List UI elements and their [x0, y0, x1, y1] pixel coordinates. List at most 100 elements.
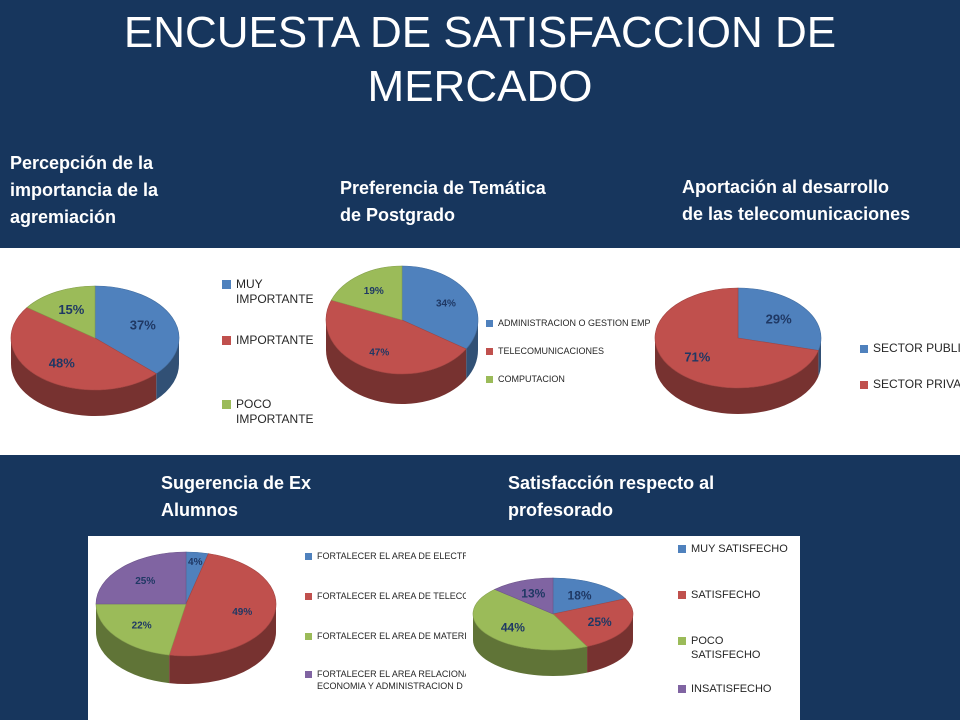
chart-4-label-line-1: Sugerencia de Ex [161, 473, 312, 493]
chart-importancia-agremiacion: 37%48%15%MUYIMPORTANTEIMPORTANTEPOCOIMPO… [10, 277, 314, 426]
pie-slice-1-3 [26, 285, 96, 339]
legend-label-5-1-1: MUY SATISFECHO [691, 543, 788, 555]
legend-label-5-2-1: SATISFECHO [691, 589, 761, 601]
pie-data-label-4-3: 22% [132, 621, 152, 632]
chart-4-label-line-2: Alumnos [161, 500, 239, 520]
chart-aportacion-telecom: 29% 71% SECTOR PUBLICO SECTOR PRIVADO [654, 287, 960, 414]
pie-data-label-1-2: 48% [49, 355, 75, 370]
legend-swatch-5-3 [678, 637, 686, 645]
pie-side-5-2 [587, 614, 633, 673]
legend-swatch-3-1 [860, 345, 868, 353]
pie-slice-2-1 [401, 265, 479, 350]
legend-label-1-1-1: MUY [236, 277, 263, 291]
pie-side-3-2 [655, 338, 819, 414]
pie-side-2-2 [326, 320, 467, 404]
legend-label-2-3-1: COMPUTACION [498, 374, 565, 384]
chart-1-label: Percepción de la importancia de la agrem… [10, 150, 158, 231]
legend-label-5-4-1: INSATISFECHO [691, 683, 772, 695]
chart-tematica-postgrado: 34% 47% 19% ADMINISTRACION O GESTION EMPRES… [325, 265, 650, 404]
pie-slice-2-3 [330, 265, 403, 321]
legend-label-2-1-1: ADMINISTRACION O GESTION EMPRESARIAL [498, 318, 650, 328]
pie-slice-3-1 [737, 287, 822, 351]
legend-swatch-2-3 [486, 376, 493, 383]
legend-label-1-2-1: IMPORTANTE [236, 333, 314, 347]
pie-data-label-4-2: 49% [232, 607, 252, 618]
chart-2-label-line-2: de Postgrado [340, 205, 456, 225]
pie-slice-5-2 [552, 598, 634, 647]
pie-side-4-2 [169, 604, 276, 684]
pie-data-label-5-3: 44% [501, 620, 525, 634]
legend-label-5-3-1: POCO [691, 635, 724, 647]
legend-swatch-4-4 [305, 671, 312, 678]
legend-swatch-3-2 [860, 381, 868, 389]
slide-title-line-1: ENCUESTA DE SATISFACCION DE [123, 8, 837, 57]
pie-slice-2-2 [325, 299, 467, 375]
legend-swatch-2-1 [486, 320, 493, 327]
pie-side-5-3 [473, 614, 588, 676]
chart-4-label: Sugerencia de Ex Alumnos [161, 470, 311, 524]
chart-satisfaccion-profesorado: 18% 25% 44% 13% MUY SATISFECHO SATISFECHO POCO… [472, 543, 788, 695]
legend-swatch-2-2 [486, 348, 493, 355]
legend-swatch-5-4 [678, 685, 686, 693]
pie-slice-4-2 [168, 553, 277, 657]
pie-slice-5-4 [493, 577, 554, 615]
chart-sugerencia-exalumnos: 4% 49% 22% 25% FORTALECER EL AREA DE ELECTRO… [95, 551, 466, 691]
legend-label-3-2-1: SECTOR PRIVADO [873, 377, 960, 391]
chart-2-label-line-1: Preferencia de Temática [340, 178, 546, 198]
chart-2-label: Preferencia de Temática de Postgrado [340, 175, 546, 229]
legend-swatch-4-3 [305, 633, 312, 640]
pie-slice-4-3 [95, 603, 187, 656]
chart-1-label-line-2: importancia de la [10, 180, 159, 200]
pie-slice-1-1 [94, 285, 180, 374]
legend-label-4-4-2: ECONOMIA Y ADMINISTRACION D [317, 681, 463, 691]
legend-swatch-5-2 [678, 591, 686, 599]
pie-slice-4-4 [95, 551, 187, 605]
legend-label-1-1-2: IMPORTANTE [236, 292, 314, 306]
legend-label-5-3-2: SATISFECHO [691, 649, 761, 661]
pie-side-3-1 [818, 338, 821, 377]
chart-5-label-line-1: Satisfacción respecto al [508, 473, 715, 493]
legend-swatch-4-2 [305, 593, 312, 600]
pie-data-label-4-1: 4% [188, 557, 203, 568]
pie-data-label-5-4: 13% [521, 587, 545, 601]
legend-swatch-1-1 [222, 280, 231, 289]
pie-side-2-1 [466, 320, 478, 379]
pie-data-label-2-3: 19% [364, 286, 384, 297]
legend-label-4-3-1: FORTALECER EL AREA DE MATERIA [317, 631, 466, 641]
legend-swatch-1-2 [222, 336, 231, 345]
pie-slice-5-1 [552, 577, 627, 615]
legend-label-2-2-1: TELECOMUNICACIONES [498, 346, 604, 356]
pie-data-label-1-1: 37% [130, 318, 156, 333]
pie-data-label-2-1: 34% [436, 298, 456, 309]
pie-slice-3-2 [654, 287, 819, 389]
pie-slice-1-2 [10, 307, 157, 391]
pie-data-label-3-2: 71% [684, 350, 710, 365]
chart-1-label-line-1: Percepción de la [10, 153, 154, 173]
pie-data-label-2-2: 47% [369, 347, 389, 358]
chart-3-label-line-2: de las telecomunicaciones [682, 204, 911, 224]
pie-side-1-1 [156, 338, 179, 400]
pie-slice-5-3 [472, 589, 588, 651]
pie-data-label-3-1: 29% [766, 312, 792, 327]
chart-1-label-line-3: agremiación [10, 207, 117, 227]
legend-label-1-3-1: POCO [236, 397, 271, 411]
chart-3-label: Aportación al desarrollo de las telecomu… [682, 174, 910, 228]
chart-5-label-line-2: profesorado [508, 500, 614, 520]
legend-label-4-1-1: FORTALECER EL AREA DE ELECTRO [317, 551, 466, 561]
legend-label-3-1-1: SECTOR PUBLICO [873, 341, 960, 355]
legend-swatch-4-1 [305, 553, 312, 560]
legend-label-4-4-1: FORTALECER EL AREA RELACIONA [317, 669, 466, 679]
legend-swatch-5-1 [678, 545, 686, 553]
pie-data-label-4-4: 25% [135, 576, 155, 587]
pie-data-label-1-3: 15% [58, 302, 84, 317]
pie-side-1-2 [10, 338, 157, 416]
chart-3-label-line-1: Aportación al desarrollo [682, 177, 890, 197]
legend-label-4-2-1: FORTALECER EL AREA DE TELECOM [317, 591, 466, 601]
legend-label-1-3-2: IMPORTANTE [236, 412, 314, 426]
pie-side-4-3 [96, 604, 170, 684]
slide-title-line-2: MERCADO [367, 62, 593, 111]
legend-swatch-1-3 [222, 400, 231, 409]
pie-data-label-5-1: 18% [568, 588, 592, 602]
slide-title: ENCUESTA DE SATISFACCION DE MERCADO [0, 6, 960, 114]
pie-data-label-5-2: 25% [588, 615, 612, 629]
